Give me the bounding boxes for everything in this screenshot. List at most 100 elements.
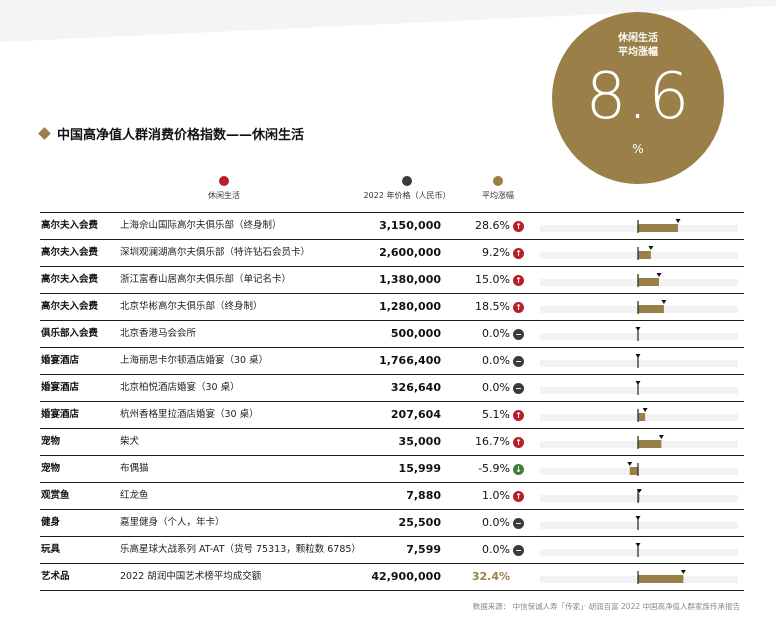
header-band-shape: [0, 0, 776, 42]
circle-label-line2: 平均涨幅: [618, 47, 658, 58]
change-bar: [638, 440, 662, 448]
circle-label-line1: 休闲生活: [618, 33, 658, 44]
row-price: 35,000: [398, 435, 441, 448]
row-category: 婚宴酒店: [41, 382, 80, 393]
row-change: 28.6%: [475, 219, 510, 232]
bar-track: [540, 468, 738, 475]
legend-label-price: 2022 年价格（人民币）: [363, 191, 451, 200]
row-price: 207,604: [390, 408, 441, 421]
row-price: 2,600,000: [379, 246, 441, 259]
minus-icon: −: [513, 383, 524, 394]
bar-track: [540, 522, 738, 529]
row-price: 1,280,000: [379, 300, 441, 313]
arrow-up-icon: ↑: [513, 221, 524, 232]
arrow-up-icon: ↑: [513, 275, 524, 286]
legend-dot-category: [219, 176, 229, 186]
change-bar: [638, 251, 651, 259]
row-item: 深圳观澜湖高尔夫俱乐部（特许钻石会员卡）: [120, 247, 311, 258]
change-bar: [638, 305, 664, 313]
row-item: 柴犬: [120, 436, 140, 447]
row-price: 326,640: [390, 381, 441, 394]
value-marker: [642, 408, 648, 412]
row-divider: [40, 374, 744, 375]
row-item: 北京香港马会会所: [120, 328, 197, 339]
row-item: 北京柏悦酒店婚宴（30 桌）: [120, 382, 240, 393]
row-change: 18.5%: [475, 300, 510, 313]
row-item: 浙江富春山居高尔夫俱乐部（单记名卡）: [120, 274, 292, 285]
row-divider: [40, 401, 744, 402]
change-bar: [638, 224, 679, 232]
arrow-up-icon: ↑: [513, 248, 524, 259]
row-category: 宠物: [41, 463, 61, 474]
change-bar: [629, 467, 638, 475]
bars-layer: [540, 219, 738, 584]
row-item: 上海丽思卡尔顿酒店婚宴（30 桌）: [120, 355, 269, 366]
average-change-value: 8.6: [585, 60, 691, 134]
change-bar: [638, 575, 684, 583]
row-price: 500,000: [390, 327, 441, 340]
row-change: 0.0%: [482, 381, 510, 394]
row-category: 艺术品: [41, 571, 70, 582]
row-price: 1,766,400: [379, 354, 441, 367]
value-marker: [648, 246, 654, 250]
row-change: 0.0%: [482, 516, 510, 529]
row-change: -5.9%: [478, 462, 510, 475]
bar-track: [540, 387, 738, 394]
table-top-rule: [40, 212, 744, 213]
arrow-up-icon: ↑: [513, 302, 524, 313]
change-bar: [638, 494, 640, 502]
row-price: 25,500: [398, 516, 441, 529]
value-marker: [636, 489, 642, 493]
row-divider: [40, 293, 744, 294]
value-marker: [661, 300, 667, 304]
legend-label-category: 休闲生活: [208, 191, 240, 200]
row-change: 0.0%: [482, 543, 510, 556]
row-divider: [40, 455, 744, 456]
row-price: 1,380,000: [379, 273, 441, 286]
row-item: 乐高星球大战系列 AT-AT（货号 75313，颗粒数 6785）: [120, 544, 361, 555]
row-price: 3,150,000: [379, 219, 441, 232]
row-category: 宠物: [41, 436, 61, 447]
row-price: 42,900,000: [371, 570, 441, 583]
row-item: 2022 胡润中国艺术榜平均成交额: [120, 571, 262, 582]
row-change: 0.0%: [482, 354, 510, 367]
row-category: 观赏鱼: [41, 490, 70, 501]
row-divider: [40, 320, 744, 321]
row-category: 健身: [41, 517, 61, 528]
row-category: 婚宴酒店: [41, 355, 80, 366]
row-price: 15,999: [398, 462, 441, 475]
row-category: 高尔夫入会费: [41, 220, 99, 231]
minus-icon: −: [513, 518, 524, 529]
value-marker: [656, 273, 662, 277]
legend-label-change: 平均涨幅: [482, 191, 514, 200]
value-marker: [658, 435, 664, 439]
value-marker: [635, 354, 641, 358]
minus-icon: −: [513, 545, 524, 556]
arrow-up-icon: ↑: [513, 491, 524, 502]
value-marker: [635, 516, 641, 520]
row-category: 玩具: [41, 544, 61, 555]
page-title: 中国高净值人群消费价格指数——休闲生活: [38, 124, 305, 143]
value-marker: [635, 327, 641, 331]
row-price: 7,880: [406, 489, 441, 502]
row-item: 杭州香格里拉酒店婚宴（30 桌）: [120, 409, 259, 420]
row-category: 婚宴酒店: [41, 409, 80, 420]
bar-track: [540, 333, 738, 340]
row-divider: [40, 482, 744, 483]
row-divider: [40, 563, 744, 564]
row-item: 上海佘山国际高尔夫俱乐部（终身制）: [120, 220, 282, 231]
average-circle: [552, 12, 724, 184]
arrow-up-icon: ↑: [513, 410, 524, 421]
diamond-bullet-icon: [38, 127, 51, 140]
row-divider: [40, 239, 744, 240]
row-item: 布偶猫: [120, 463, 149, 474]
row-category: 高尔夫入会费: [41, 301, 99, 312]
value-marker: [627, 462, 633, 466]
source-note: 数据来源： 中信保诚人寿「传家」· 胡润百富 2022 中国高净值人群家族传承报…: [472, 602, 740, 611]
row-change: 15.0%: [475, 273, 510, 286]
row-divider: [40, 266, 744, 267]
page-title-text: 中国高净值人群消费价格指数——休闲生活: [57, 128, 305, 143]
legend-dot-price: [402, 176, 412, 186]
row-change: 0.0%: [482, 327, 510, 340]
